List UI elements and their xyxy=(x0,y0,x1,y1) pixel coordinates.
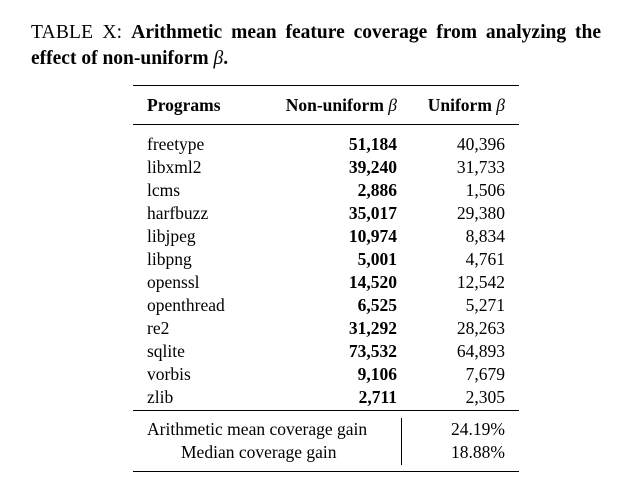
table-row: freetype 51,184 40,396 xyxy=(133,133,519,156)
table-caption: TABLE X: Arithmetic mean feature coverag… xyxy=(31,20,601,72)
non-uniform-value: 39,240 xyxy=(348,157,397,177)
non-uniform-value: 10,974 xyxy=(348,226,397,246)
non-uniform-value: 6,525 xyxy=(357,295,397,315)
summary-mean-value: 24.19% xyxy=(451,419,505,439)
summary-mean-label: Arithmetic mean coverage gain xyxy=(147,419,368,439)
uniform-value: 28,263 xyxy=(456,318,505,338)
non-uniform-value: 5,001 xyxy=(357,249,397,269)
program-name: vorbis xyxy=(147,364,191,384)
program-name: zlib xyxy=(147,387,174,407)
uniform-value: 4,761 xyxy=(465,249,505,269)
table-row: vorbis 9,106 7,679 xyxy=(133,363,519,386)
coverage-table: Programs Non-uniform β Uniform β freetyp… xyxy=(133,85,519,409)
program-name: libjpeg xyxy=(147,226,196,246)
program-name: harfbuzz xyxy=(147,203,209,223)
table-row: lcms 2,886 1,506 xyxy=(133,179,519,202)
header-non-uniform-label: Non-uniform xyxy=(285,94,384,115)
uniform-value: 40,396 xyxy=(456,134,505,154)
table-row: sqlite 73,532 64,893 xyxy=(133,340,519,363)
caption-period: . xyxy=(223,48,229,69)
program-name: libpng xyxy=(147,249,192,269)
uniform-value: 64,893 xyxy=(456,341,505,361)
uniform-value: 12,542 xyxy=(456,272,505,292)
non-uniform-value: 2,886 xyxy=(357,180,397,200)
table-row: openssl 14,520 12,542 xyxy=(133,271,519,294)
summary-median-value: 18.88% xyxy=(451,442,505,462)
program-name: lcms xyxy=(147,180,181,200)
table-row: libjpeg 10,974 8,834 xyxy=(133,225,519,248)
table-row: openthread 6,525 5,271 xyxy=(133,294,519,317)
non-uniform-value: 31,292 xyxy=(348,318,397,338)
summary-median-label: Median coverage gain xyxy=(181,442,337,462)
program-name: libxml2 xyxy=(147,157,202,177)
non-uniform-value: 51,184 xyxy=(348,134,397,154)
table-row: libxml2 39,240 31,733 xyxy=(133,156,519,179)
non-uniform-value: 9,106 xyxy=(357,364,397,384)
header-programs: Programs xyxy=(147,94,221,115)
table-header-row: Programs Non-uniform β Uniform β xyxy=(133,85,519,125)
program-name: freetype xyxy=(147,134,205,154)
header-non-uniform-beta: β xyxy=(388,94,397,115)
program-name: openssl xyxy=(147,272,200,292)
uniform-value: 7,679 xyxy=(465,364,505,384)
caption-text: Arithmetic mean feature coverage from an… xyxy=(31,22,602,69)
summary-section: Arithmetic mean coverage gain Median cov… xyxy=(133,410,519,472)
program-name: re2 xyxy=(147,318,170,338)
uniform-value: 2,305 xyxy=(465,387,505,407)
caption-label: TABLE X: xyxy=(31,22,123,43)
uniform-value: 5,271 xyxy=(465,295,505,315)
non-uniform-value: 2,711 xyxy=(358,387,397,407)
table-row: harfbuzz 35,017 29,380 xyxy=(133,202,519,225)
uniform-value: 1,506 xyxy=(465,180,505,200)
table-row: zlib 2,711 2,305 xyxy=(133,386,519,409)
header-non-uniform: Non-uniform β xyxy=(267,86,411,125)
summary-divider xyxy=(401,418,402,465)
header-uniform: Uniform β xyxy=(411,86,519,125)
uniform-value: 29,380 xyxy=(456,203,505,223)
non-uniform-value: 14,520 xyxy=(348,272,397,292)
header-uniform-label: Uniform xyxy=(427,94,492,115)
caption-beta-symbol: β xyxy=(213,48,224,69)
header-uniform-beta: β xyxy=(496,94,505,115)
non-uniform-value: 35,017 xyxy=(348,203,397,223)
non-uniform-value: 73,532 xyxy=(348,341,397,361)
program-name: sqlite xyxy=(147,341,185,361)
table-row: re2 31,292 28,263 xyxy=(133,317,519,340)
uniform-value: 31,733 xyxy=(456,157,505,177)
table-body: freetype 51,184 40,396 libxml2 39,240 31,733 l… xyxy=(133,124,519,410)
uniform-value: 8,834 xyxy=(465,226,505,246)
table-row: libpng 5,001 4,761 xyxy=(133,248,519,271)
program-name: openthread xyxy=(147,295,225,315)
